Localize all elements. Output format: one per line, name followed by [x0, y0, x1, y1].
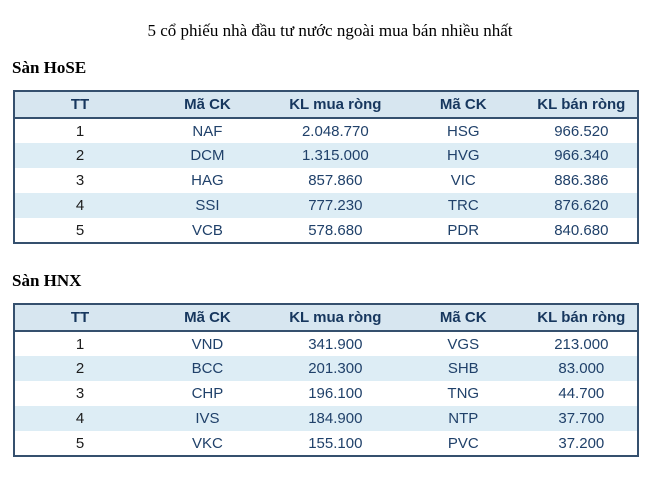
page-title: 5 cổ phiếu nhà đầu tư nước ngoài mua bán…: [147, 21, 513, 40]
column-header-buy-code: Mã CK: [145, 304, 270, 332]
table-row: 3 CHP 196.100 TNG 44.700: [14, 381, 638, 406]
table-cell: 155.100: [269, 431, 401, 456]
table-cell: HSG: [400, 118, 526, 143]
table-header-row: TT Mã CK KL mua ròng Mã CK KL bán ròng: [14, 91, 638, 119]
column-header-buy-code: Mã CK: [145, 91, 270, 119]
table-cell: 37.200: [525, 431, 638, 456]
table-row: 5 VCB 578.680 PDR 840.680: [14, 218, 638, 243]
table-cell: TRC: [400, 193, 526, 218]
table-cell: BCC: [145, 356, 270, 381]
table-cell: VKC: [145, 431, 270, 456]
table-cell: 1.315.000: [269, 143, 401, 168]
hnx-table: TT Mã CK KL mua ròng Mã CK KL bán ròng 1…: [13, 303, 639, 457]
table-cell: 196.100: [269, 381, 401, 406]
table-cell: 3: [14, 168, 146, 193]
table-row: 4 SSI 777.230 TRC 876.620: [14, 193, 638, 218]
table-row: 3 HAG 857.860 VIC 886.386: [14, 168, 638, 193]
column-header-net-sell-volume: KL bán ròng: [525, 91, 638, 119]
table-cell: 966.520: [525, 118, 638, 143]
hose-table: TT Mã CK KL mua ròng Mã CK KL bán ròng 1…: [13, 90, 639, 244]
table-cell: HVG: [400, 143, 526, 168]
table-cell: NTP: [400, 406, 526, 431]
table-cell: VCB: [145, 218, 270, 243]
table-cell: 876.620: [525, 193, 638, 218]
table-row: 5 VKC 155.100 PVC 37.200: [14, 431, 638, 456]
article-page: 5 cổ phiếu nhà đầu tư nước ngoài mua bán…: [12, 21, 639, 457]
table-row: 2 DCM 1.315.000 HVG 966.340: [14, 143, 638, 168]
table-cell: 1: [14, 118, 146, 143]
table-cell: NAF: [145, 118, 270, 143]
table-cell: 2: [14, 143, 146, 168]
table-cell: 4: [14, 193, 146, 218]
table-row: 2 BCC 201.300 SHB 83.000: [14, 356, 638, 381]
table-cell: PVC: [400, 431, 526, 456]
column-header-sell-code: Mã CK: [400, 91, 526, 119]
table-row: 4 IVS 184.900 NTP 37.700: [14, 406, 638, 431]
table-cell: 83.000: [525, 356, 638, 381]
section-heading-hose: Sàn HoSE: [12, 58, 87, 77]
table-cell: 2.048.770: [269, 118, 401, 143]
table-cell: PDR: [400, 218, 526, 243]
column-header-net-buy-volume: KL mua ròng: [269, 91, 401, 119]
table-cell: 5: [14, 431, 146, 456]
table-cell: VIC: [400, 168, 526, 193]
table-cell: CHP: [145, 381, 270, 406]
column-header-net-sell-volume: KL bán ròng: [525, 304, 638, 332]
table-cell: 37.700: [525, 406, 638, 431]
table-cell: 857.860: [269, 168, 401, 193]
column-header-tt: TT: [14, 304, 146, 332]
table-cell: 886.386: [525, 168, 638, 193]
table-cell: 777.230: [269, 193, 401, 218]
table-cell: 3: [14, 381, 146, 406]
table-cell: 578.680: [269, 218, 401, 243]
table-cell: 213.000: [525, 331, 638, 356]
table-cell: 4: [14, 406, 146, 431]
table-row: 1 VND 341.900 VGS 213.000: [14, 331, 638, 356]
table-cell: 5: [14, 218, 146, 243]
table-cell: 840.680: [525, 218, 638, 243]
table-cell: 341.900: [269, 331, 401, 356]
table-cell: VND: [145, 331, 270, 356]
table-cell: 2: [14, 356, 146, 381]
table-cell: 184.900: [269, 406, 401, 431]
table-cell: SSI: [145, 193, 270, 218]
table-cell: SHB: [400, 356, 526, 381]
table-cell: 966.340: [525, 143, 638, 168]
table-cell: DCM: [145, 143, 270, 168]
column-header-sell-code: Mã CK: [400, 304, 526, 332]
column-header-net-buy-volume: KL mua ròng: [269, 304, 401, 332]
table-cell: 1: [14, 331, 146, 356]
table-cell: 44.700: [525, 381, 638, 406]
section-heading-hnx: Sàn HNX: [12, 271, 82, 290]
table-header-row: TT Mã CK KL mua ròng Mã CK KL bán ròng: [14, 304, 638, 332]
table-cell: TNG: [400, 381, 526, 406]
table-cell: 201.300: [269, 356, 401, 381]
table-cell: IVS: [145, 406, 270, 431]
table-row: 1 NAF 2.048.770 HSG 966.520: [14, 118, 638, 143]
column-header-tt: TT: [14, 91, 146, 119]
table-cell: VGS: [400, 331, 526, 356]
table-cell: HAG: [145, 168, 270, 193]
